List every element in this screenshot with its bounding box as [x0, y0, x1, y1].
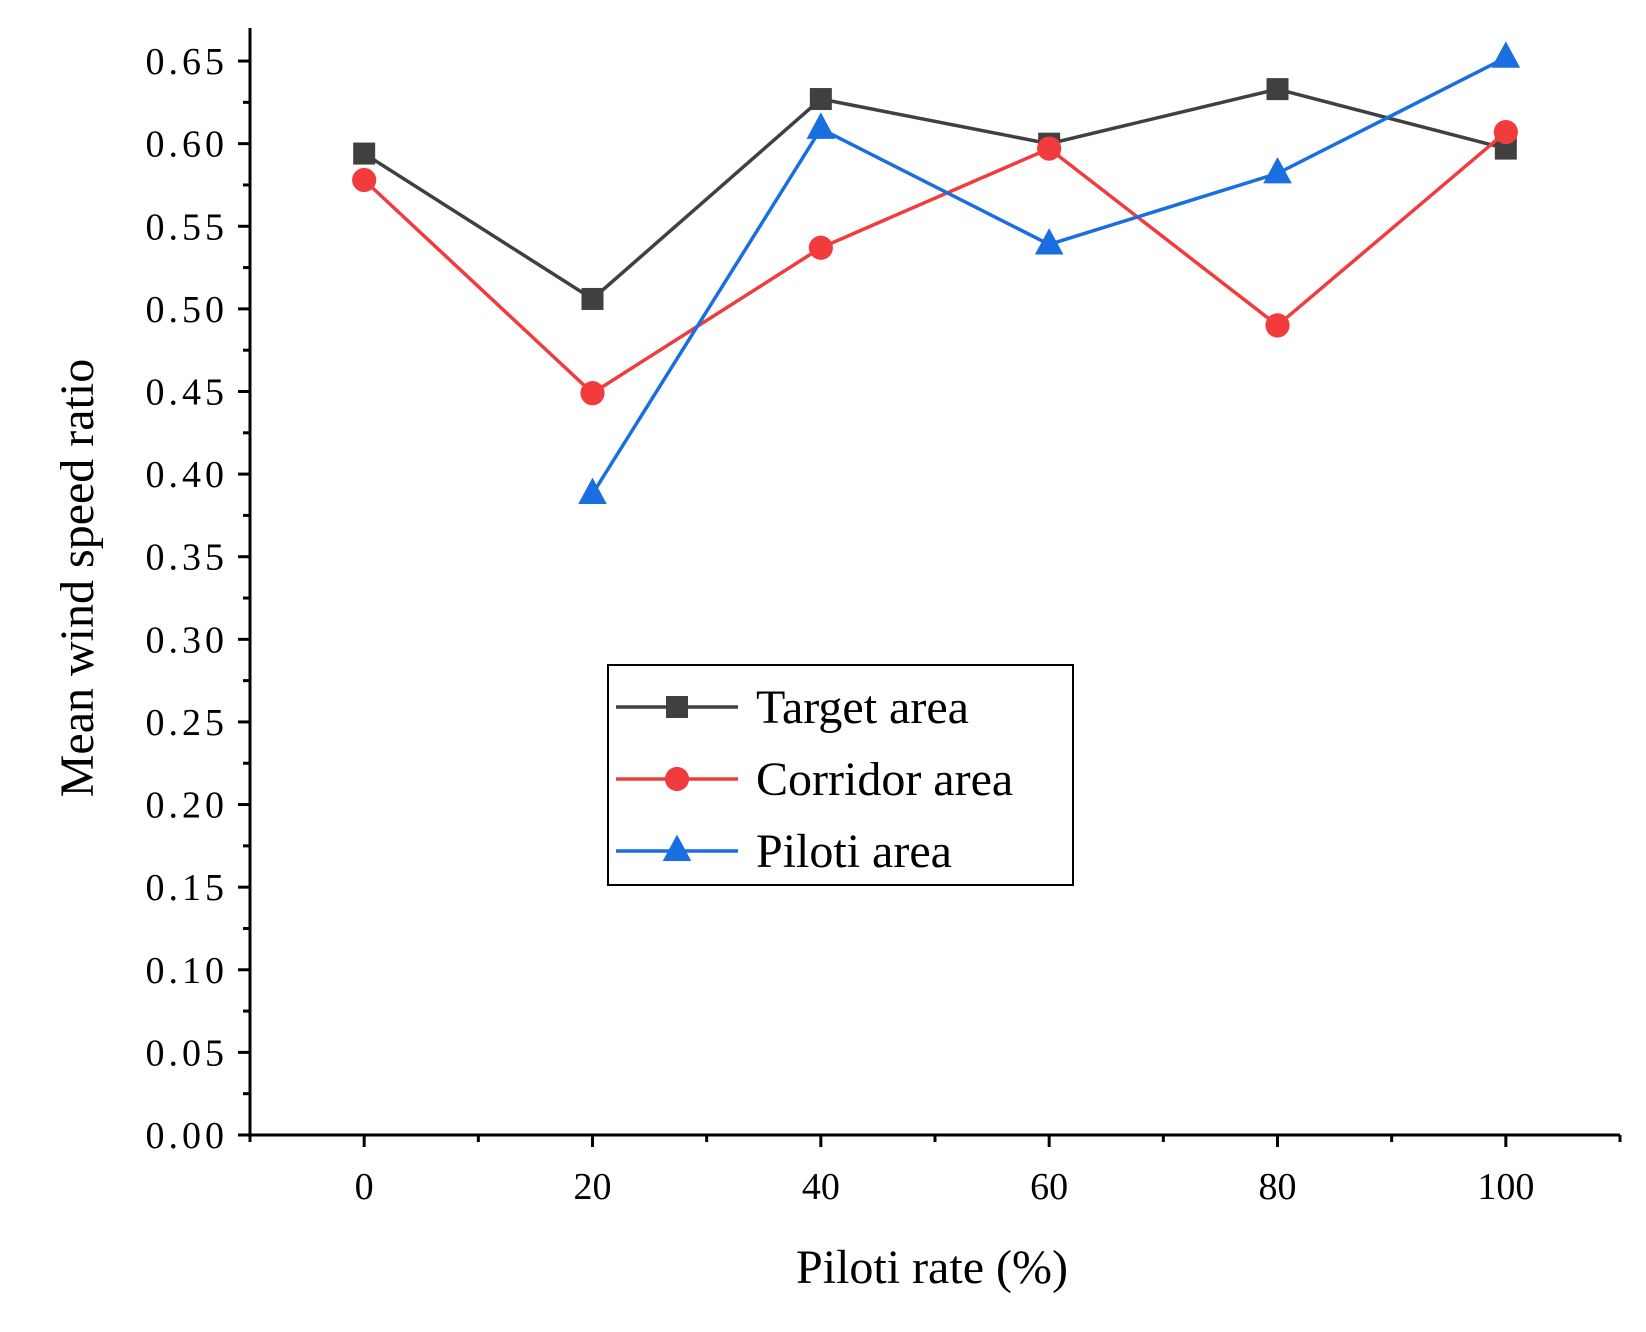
legend-label: Target area: [756, 681, 969, 734]
legend-item: Corridor area: [616, 753, 1013, 806]
axes: 0.00 0.05 0.10 0.15 0.20 0.25 0.30 0.35 0.40 0.45…: [146, 28, 1622, 1208]
legend-marker: [666, 696, 688, 718]
y-tick-label: 0.50: [146, 289, 229, 331]
data-point-marker: [1494, 137, 1517, 160]
data-point-marker: [808, 235, 833, 260]
series-line: [362, 130, 1507, 396]
data-point-marker: [1263, 157, 1292, 184]
x-tick-label: 20: [574, 1166, 612, 1208]
y-tick-label: 0.45: [146, 371, 229, 413]
data-point-marker: [806, 112, 836, 139]
y-tick-label: 0.25: [146, 702, 229, 744]
x-tick-label: 80: [1259, 1166, 1297, 1208]
legend-label: Corridor area: [756, 753, 1013, 806]
y-tick-label: 0.10: [146, 950, 229, 992]
y-tick-label: 0.30: [146, 619, 229, 661]
data-point-marker: [1037, 136, 1062, 161]
data-point-marker: [352, 167, 377, 193]
data-point-marker: [1265, 313, 1290, 338]
series-layer: [352, 41, 1521, 504]
y-axis-title: Mean wind speed ratio: [51, 359, 104, 798]
legend-item: Target area: [616, 681, 969, 734]
data-point-marker: [1491, 41, 1521, 68]
legend-marker: [662, 834, 692, 862]
x-tick-label: 60: [1030, 1166, 1068, 1208]
series-line: [363, 87, 1507, 302]
series-target-area: [353, 78, 1517, 310]
series-corridor-area: [352, 119, 1518, 406]
y-tick-label: 0.40: [146, 454, 229, 496]
data-point-marker: [1493, 119, 1518, 145]
y-tick-label: 0.05: [146, 1032, 229, 1074]
data-point-marker: [353, 142, 376, 165]
y-tick-label: 0.00: [146, 1115, 229, 1157]
legend: Target area Corridor area Piloti area: [607, 664, 1074, 886]
y-tick-label: 0.65: [146, 41, 229, 83]
x-tick-label: 40: [802, 1166, 840, 1208]
legend-marker: [664, 766, 690, 792]
series-piloti-area: [578, 41, 1521, 504]
legend-item: Piloti area: [616, 825, 952, 878]
data-point-marker: [578, 477, 607, 504]
y-tick-label: 0.15: [146, 867, 229, 909]
y-tick-label: 0.55: [146, 206, 229, 248]
y-tick-label: 0.35: [146, 537, 229, 579]
legend-label: Piloti area: [756, 825, 952, 878]
x-tick-label: 100: [1477, 1166, 1534, 1208]
y-tick-label: 0.20: [146, 785, 229, 827]
data-point-marker: [580, 381, 605, 406]
data-point-marker: [1266, 78, 1289, 101]
x-axis-title: Piloti rate (%): [796, 1241, 1068, 1294]
y-tick-label: 0.60: [146, 124, 229, 166]
data-point-marker: [1034, 228, 1064, 255]
series-line: [591, 56, 1507, 495]
data-point-marker: [581, 287, 604, 310]
x-tick-label: 0: [355, 1166, 374, 1208]
data-point-marker: [809, 88, 832, 111]
